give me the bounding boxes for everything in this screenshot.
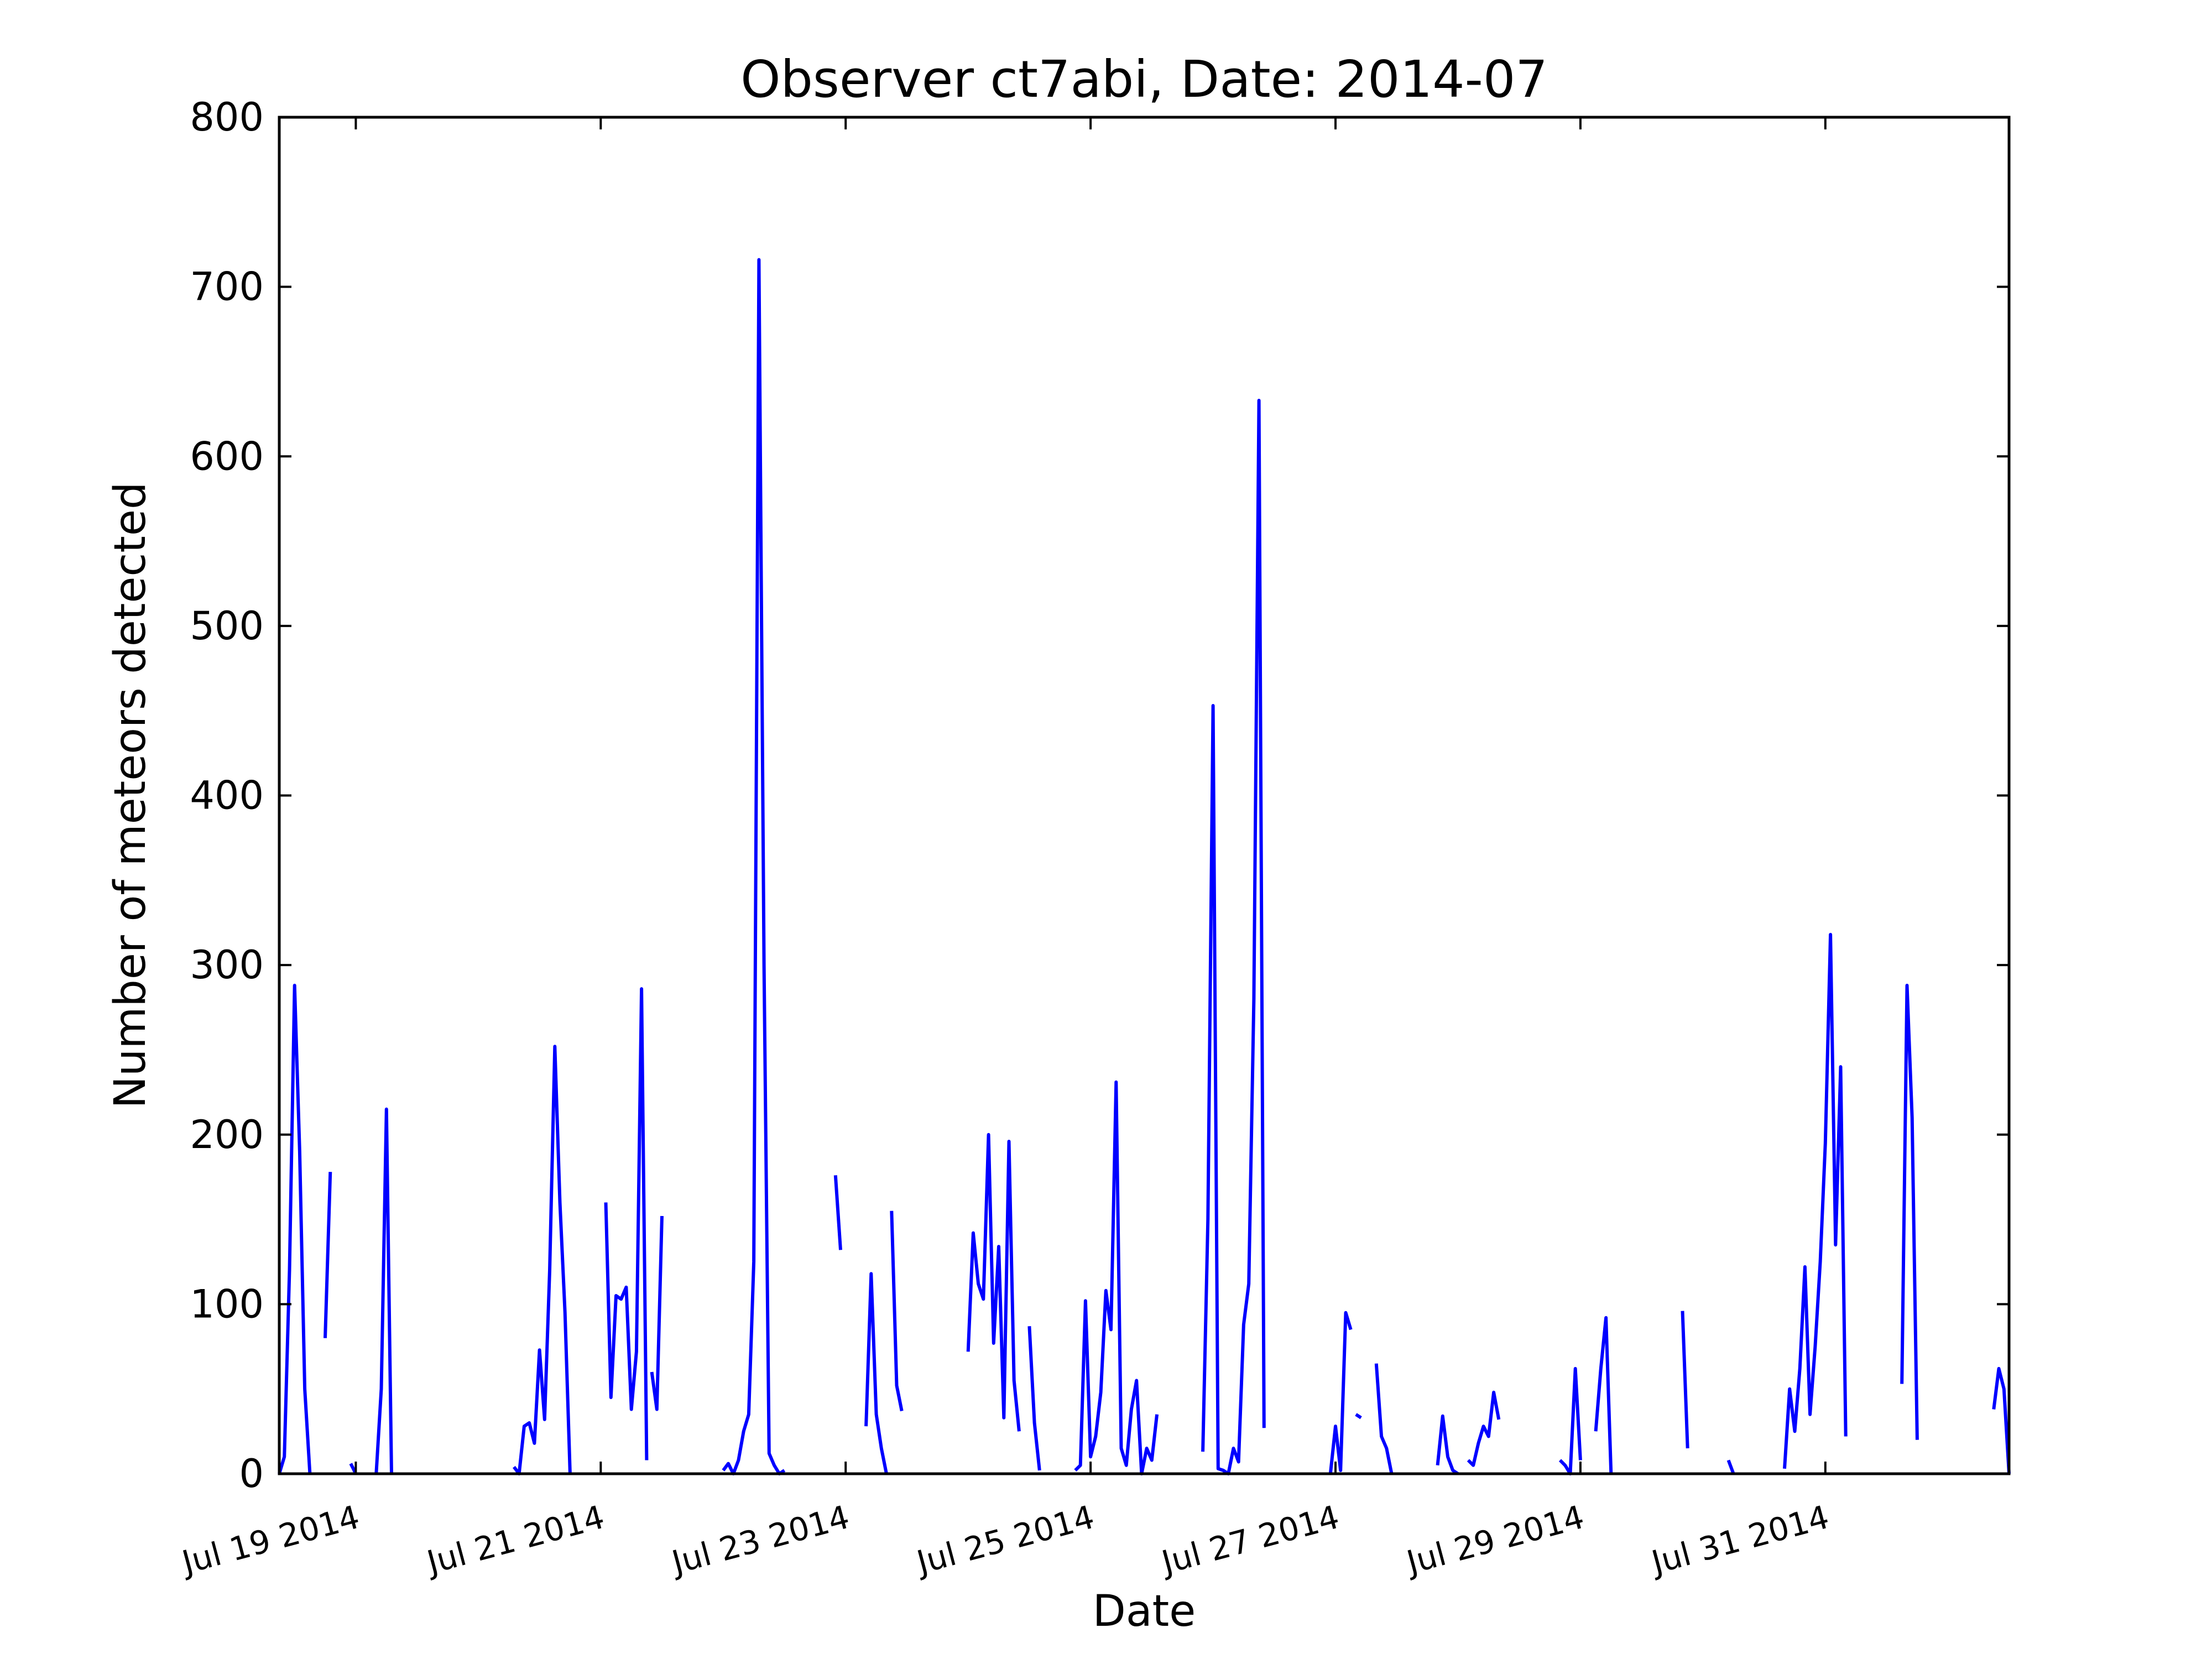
series-line-segment bbox=[650, 1215, 664, 1411]
series-line-segment bbox=[513, 1045, 572, 1475]
series-line-segment bbox=[864, 1272, 888, 1474]
y-tick-label: 100 bbox=[190, 1281, 264, 1327]
series-line-segment bbox=[1027, 1326, 1041, 1471]
plot-frame bbox=[278, 116, 2011, 1475]
chart-title: Observer ct7abi, Date: 2014-07 bbox=[740, 50, 1548, 109]
series-line-segment bbox=[1783, 932, 1848, 1469]
series-line-segment bbox=[890, 1211, 904, 1412]
series-line-segment bbox=[278, 983, 312, 1474]
series-line-segment bbox=[324, 1172, 332, 1338]
series-line-segment bbox=[1900, 983, 1919, 1440]
y-tick-label: 600 bbox=[190, 434, 264, 479]
series-line-segment bbox=[1726, 1459, 1735, 1475]
series-line-segment bbox=[1201, 399, 1266, 1475]
y-axis-label: Number of meteors detected bbox=[106, 482, 155, 1109]
series-line-segment bbox=[1594, 1316, 1613, 1474]
series-line-segment bbox=[1355, 1413, 1362, 1420]
y-tick-label: 300 bbox=[190, 942, 264, 988]
y-tick-label: 0 bbox=[239, 1451, 264, 1496]
series-line-segment bbox=[1328, 1311, 1353, 1474]
series-line-segment bbox=[1681, 1311, 1689, 1449]
series-layer bbox=[278, 258, 2011, 1475]
series-line-segment bbox=[1374, 1363, 1394, 1474]
series-line-segment bbox=[1436, 1414, 1459, 1475]
series-line-segment bbox=[374, 1107, 393, 1474]
y-tick-label: 500 bbox=[190, 603, 264, 649]
y-tick-label: 700 bbox=[190, 264, 264, 310]
series-line-segment bbox=[966, 1133, 1021, 1432]
series-line-segment bbox=[1074, 1080, 1159, 1475]
y-tick-label: 800 bbox=[190, 95, 264, 140]
series-line-segment bbox=[1992, 1366, 2011, 1474]
x-axis-label: Date bbox=[1093, 1587, 1196, 1636]
series-line-segment bbox=[1467, 1390, 1501, 1467]
series-line-segment bbox=[833, 1175, 842, 1250]
series-line-segment bbox=[604, 987, 649, 1460]
y-tick-label: 200 bbox=[190, 1112, 264, 1157]
y-tick-label: 400 bbox=[190, 773, 264, 818]
